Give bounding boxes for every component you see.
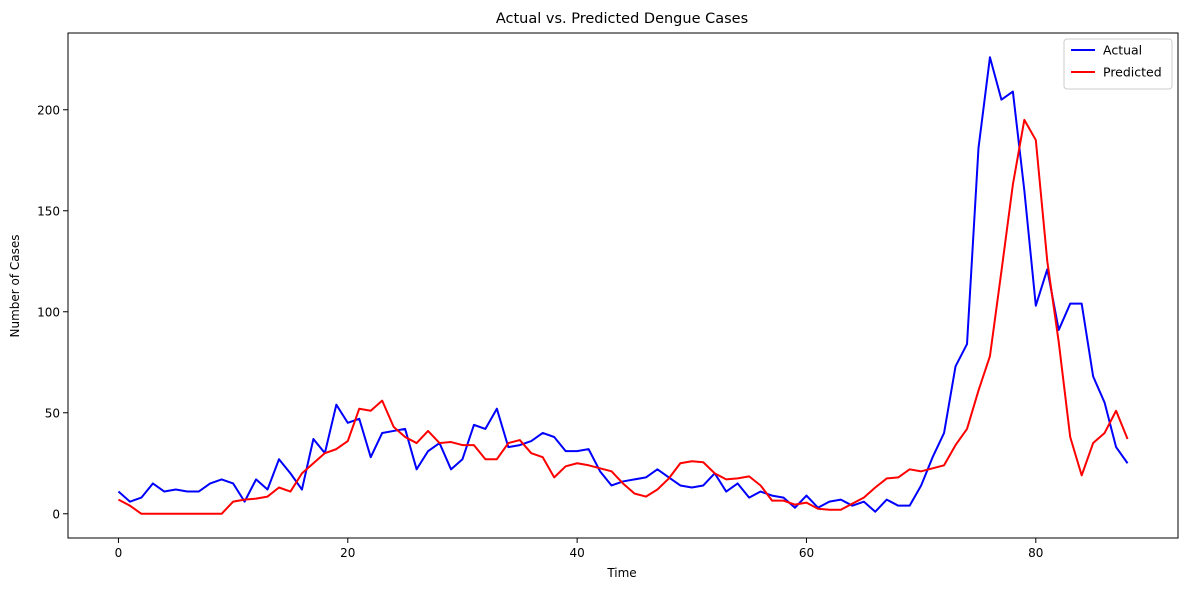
legend-label-predicted: Predicted [1103,65,1162,80]
y-axis-ticks: 0 50 100 150 200 [37,103,68,521]
y-tick-label: 100 [37,305,60,319]
x-tick-label: 80 [1028,546,1043,560]
x-tick-label: 40 [569,546,584,560]
x-tick-label: 20 [340,546,355,560]
legend: Actual Predicted [1063,38,1173,90]
chart-title: Actual vs. Predicted Dengue Cases [496,11,748,27]
y-axis-label: Number of Cases [8,234,22,337]
x-axis-ticks: 0 20 40 60 80 [115,538,1043,560]
legend-label-actual: Actual [1103,43,1142,58]
x-tick-label: 0 [115,546,123,560]
series-line-actual [117,56,1129,513]
x-tick-label: 60 [799,546,814,560]
y-tick-label: 200 [37,103,60,117]
legend-box [1063,38,1173,90]
y-tick-label: 0 [52,507,60,521]
plot-frame [67,32,1179,539]
x-axis-label: Time [606,566,636,580]
plot-lines [117,56,1129,515]
y-tick-label: 150 [37,204,60,218]
y-tick-label: 50 [45,406,60,420]
series-line-predicted [117,118,1129,515]
